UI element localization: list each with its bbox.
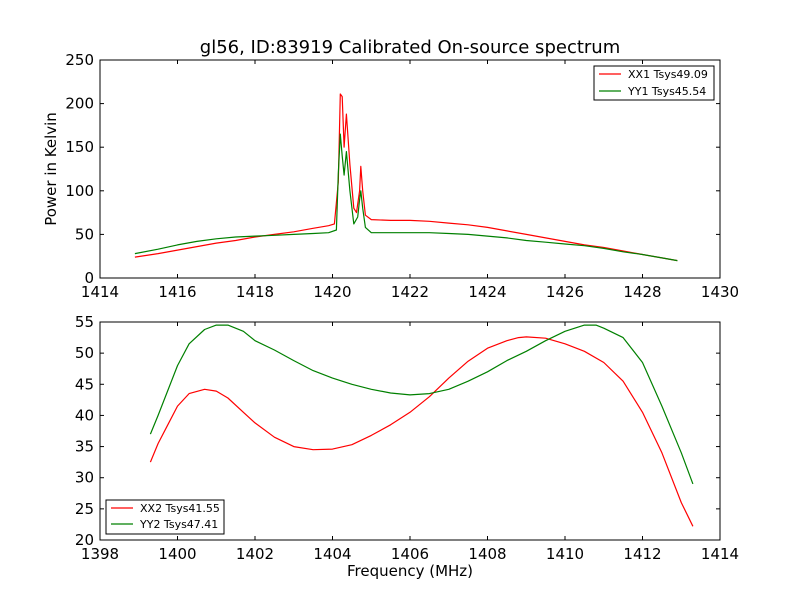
top-x-tick-label: 1428 — [623, 283, 661, 301]
bottom-x-tick-label: 1398 — [81, 545, 119, 563]
top-x-tick-label: 1430 — [701, 283, 739, 301]
bottom-y-tick-label: 45 — [75, 375, 94, 393]
bottom-x-axis-label: Frequency (MHz) — [347, 562, 473, 580]
bottom-x-tick-label: 1410 — [546, 545, 584, 563]
bottom-x-tick-label: 1404 — [313, 545, 351, 563]
bottom-plot-frame — [99, 321, 721, 541]
top-legend-box — [593, 65, 715, 101]
top-legend: XX1 Tsys49.09 YY1 Tsys45.54 — [593, 65, 715, 101]
bottom-legend-label-yy2: YY2 Tsys47.41 — [139, 518, 218, 531]
bottom-ticks-group: 1398 1400 1402 1404 1406 1408 1410 1412 1414 20 25… — [75, 313, 739, 563]
top-x-tick-label: 1414 — [81, 283, 119, 301]
top-x-tick-label: 1424 — [468, 283, 506, 301]
top-y-axis-label: Power in Kelvin — [42, 112, 60, 226]
bottom-x-tick-label: 1406 — [391, 545, 429, 563]
top-y-tick-label: 200 — [65, 95, 94, 113]
bottom-y-tick-label: 30 — [75, 469, 94, 487]
bottom-y-tick-label: 55 — [75, 313, 94, 331]
top-y-tick-label: 0 — [84, 269, 94, 287]
bottom-x-tick-label: 1402 — [236, 545, 274, 563]
top-ticks-group: 1414 1416 1418 1420 1422 1424 1426 1428 1430 0 50 1… — [65, 51, 739, 301]
bottom-series-group — [149, 324, 694, 527]
bottom-y-tick-label: 20 — [75, 531, 94, 549]
bottom-x-tick-label: 1412 — [623, 545, 661, 563]
top-y-tick-label: 100 — [65, 182, 94, 200]
top-series-line-1 — [134, 133, 678, 262]
bottom-y-tick-label: 25 — [75, 500, 94, 518]
top-x-tick-label: 1420 — [313, 283, 351, 301]
bottom-series-line-1 — [149, 324, 694, 485]
top-chart-title: gl56, ID:83919 Calibrated On-source spec… — [200, 37, 620, 58]
bottom-y-tick-label: 35 — [75, 438, 94, 456]
top-x-tick-label: 1416 — [158, 283, 196, 301]
bottom-legend-label-xx2: XX2 Tsys41.55 — [140, 502, 220, 515]
top-plot-frame — [99, 59, 721, 279]
bottom-x-tick-label: 1408 — [468, 545, 506, 563]
bottom-legend-box — [105, 499, 225, 535]
top-x-tick-label: 1426 — [546, 283, 584, 301]
top-y-tick-label: 50 — [75, 225, 94, 243]
top-series-group — [134, 93, 678, 262]
bottom-x-tick-label: 1400 — [158, 545, 196, 563]
bottom-legend: XX2 Tsys41.55 YY2 Tsys47.41 — [105, 499, 225, 535]
bottom-x-tick-label: 1414 — [701, 545, 739, 563]
top-x-tick-label: 1422 — [391, 283, 429, 301]
top-y-tick-label: 150 — [65, 138, 94, 156]
bottom-y-tick-label: 40 — [75, 406, 94, 424]
top-y-tick-label: 250 — [65, 51, 94, 69]
top-legend-label-yy1: YY1 Tsys45.54 — [627, 85, 706, 98]
top-x-tick-label: 1418 — [236, 283, 274, 301]
bottom-y-tick-label: 50 — [75, 344, 94, 362]
bottom-series-line-0 — [149, 336, 694, 527]
top-legend-label-xx1: XX1 Tsys49.09 — [628, 68, 708, 81]
